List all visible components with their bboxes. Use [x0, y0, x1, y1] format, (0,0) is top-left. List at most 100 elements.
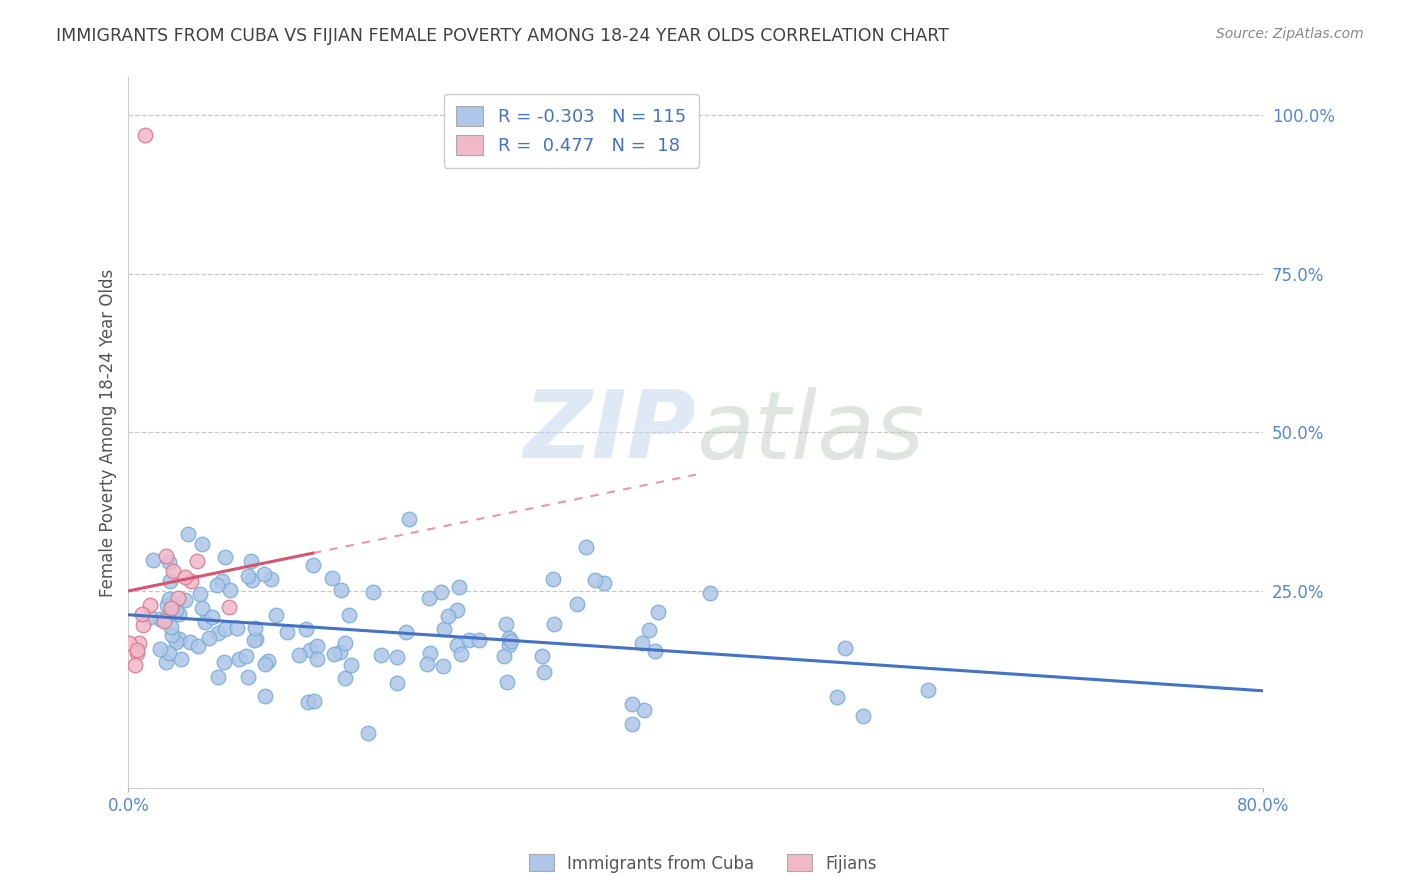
Point — [446, 639, 468, 653]
Point — [575, 541, 598, 555]
Point — [361, 585, 384, 599]
Point — [191, 536, 214, 550]
Point — [593, 576, 616, 591]
Point — [337, 608, 360, 623]
Point — [458, 632, 481, 647]
Point — [385, 676, 408, 690]
Point — [139, 610, 162, 624]
Point — [333, 672, 356, 686]
Point — [174, 592, 197, 607]
Point — [644, 644, 666, 658]
Point — [207, 670, 229, 684]
Point — [207, 626, 229, 640]
Point — [499, 633, 522, 648]
Point — [254, 657, 277, 671]
Point — [156, 598, 179, 612]
Point — [235, 648, 257, 663]
Point — [297, 695, 319, 709]
Point — [621, 717, 644, 731]
Point — [633, 703, 655, 717]
Point — [531, 649, 554, 664]
Point — [198, 631, 221, 645]
Point — [157, 591, 180, 606]
Point — [330, 583, 353, 598]
Text: Source: ZipAtlas.com: Source: ZipAtlas.com — [1216, 27, 1364, 41]
Point — [450, 647, 472, 661]
Point — [416, 657, 439, 672]
Point — [214, 549, 236, 564]
Text: ZIP: ZIP — [523, 386, 696, 478]
Point — [160, 628, 183, 642]
Point — [446, 603, 468, 617]
Point — [166, 591, 188, 605]
Point — [357, 726, 380, 740]
Point — [583, 574, 606, 588]
Point — [533, 665, 555, 680]
Point — [211, 574, 233, 589]
Point — [333, 636, 356, 650]
Point — [169, 652, 191, 666]
Point — [295, 622, 318, 636]
Point — [321, 571, 343, 585]
Point — [256, 654, 278, 668]
Point — [852, 709, 875, 723]
Point — [225, 621, 247, 635]
Point — [370, 648, 392, 662]
Point — [385, 649, 408, 664]
Text: atlas: atlas — [696, 387, 924, 478]
Point — [329, 645, 352, 659]
Point — [620, 697, 643, 711]
Point — [307, 652, 329, 666]
Point — [498, 638, 520, 652]
Point — [156, 610, 179, 624]
Point — [134, 128, 156, 142]
Point — [162, 564, 184, 578]
Point — [339, 657, 361, 672]
Point — [118, 636, 141, 650]
Point — [128, 636, 150, 650]
Point — [437, 609, 460, 624]
Point — [276, 625, 298, 640]
Point — [433, 623, 456, 637]
Point — [157, 646, 180, 660]
Point — [299, 643, 322, 657]
Point — [148, 642, 170, 657]
Point — [322, 647, 344, 661]
Point — [177, 527, 200, 541]
Point — [260, 572, 283, 586]
Point — [212, 655, 235, 669]
Point — [167, 607, 190, 621]
Point — [218, 600, 240, 615]
Point — [179, 635, 201, 649]
Point — [307, 639, 329, 653]
Point — [165, 603, 187, 617]
Point — [155, 549, 177, 563]
Point — [245, 632, 267, 646]
Point — [160, 600, 183, 615]
Point — [631, 636, 654, 650]
Legend: Immigrants from Cuba, Fijians: Immigrants from Cuba, Fijians — [522, 847, 884, 880]
Point — [567, 598, 589, 612]
Point — [152, 614, 174, 628]
Point — [699, 586, 721, 600]
Point — [302, 558, 325, 572]
Point — [498, 631, 520, 645]
Point — [160, 620, 183, 634]
Point — [139, 599, 162, 613]
Point — [543, 617, 565, 632]
Point — [637, 623, 659, 637]
Point — [496, 675, 519, 690]
Point — [159, 574, 181, 589]
Legend: R = -0.303   N = 115, R =  0.477   N =  18: R = -0.303 N = 115, R = 0.477 N = 18 — [443, 94, 699, 168]
Point — [214, 622, 236, 636]
Point — [395, 625, 418, 640]
Point — [242, 573, 264, 587]
Point — [142, 553, 165, 567]
Point — [495, 617, 517, 632]
Point — [201, 610, 224, 624]
Point — [239, 554, 262, 568]
Point — [167, 632, 190, 646]
Point — [418, 591, 440, 605]
Point — [243, 633, 266, 648]
Point — [125, 643, 148, 657]
